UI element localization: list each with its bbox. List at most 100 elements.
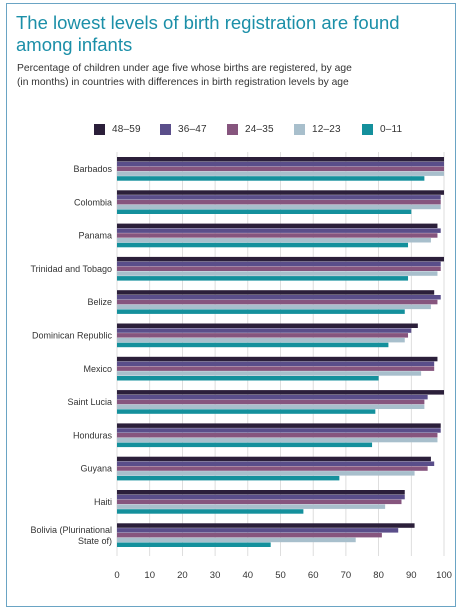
bar-group — [117, 190, 444, 214]
bar-36–47-7 — [117, 394, 428, 400]
bar-24–35-1 — [117, 199, 441, 205]
chart-legend: 48–59 36–47 24–35 12–23 0–11 — [0, 120, 462, 138]
bar-24–35-9 — [117, 466, 428, 471]
legend-item: 48–59 — [94, 120, 141, 138]
bar-24–35-8 — [117, 433, 438, 438]
category-label: Haiti — [94, 497, 112, 507]
bar-24–35-3 — [117, 266, 441, 271]
bar-48–59-10 — [117, 490, 405, 495]
chart-subtitle: Percentage of children under age five wh… — [17, 62, 452, 90]
bar-36–47-1 — [117, 195, 441, 200]
category-label: Bolivia (Plurinational State of) — [30, 525, 112, 546]
bar-group — [117, 290, 441, 314]
legend-swatch — [160, 123, 171, 135]
bar-24–35-6 — [117, 366, 435, 371]
bar-36–47-3 — [117, 261, 441, 267]
category-label-line: Barbados — [73, 164, 112, 174]
bar-12–23-11 — [117, 537, 356, 543]
bar-group — [117, 523, 415, 547]
x-tick-label: 60 — [308, 570, 319, 581]
bar-48–59-7 — [117, 390, 444, 395]
category-label-line: Belize — [87, 297, 112, 307]
x-tick-label: 100 — [436, 570, 452, 581]
bar-48–59-3 — [117, 256, 444, 262]
category-label-line: Saint Lucia — [67, 397, 112, 407]
bar-group — [117, 256, 444, 281]
chart-subtitle-line1: Percentage of children under age five wh… — [17, 63, 352, 74]
bar-36–47-2 — [117, 228, 441, 233]
category-label: Dominican Republic — [32, 331, 113, 341]
bar-48–59-11 — [117, 523, 415, 528]
bar-group — [117, 423, 441, 448]
category-label: Belize — [87, 297, 112, 307]
bar-24–35-11 — [117, 532, 382, 538]
category-label: Saint Lucia — [67, 397, 112, 407]
x-tick-label: 90 — [406, 570, 417, 581]
bar-12–23-7 — [117, 404, 425, 409]
bar-24–35-2 — [117, 233, 438, 238]
category-label: Guyana — [80, 464, 112, 474]
legend-label: 12–23 — [312, 123, 341, 135]
bar-group — [117, 390, 444, 414]
bar-group — [117, 490, 405, 514]
category-label-line: Panama — [78, 231, 112, 241]
legend-item: 24–35 — [227, 120, 274, 138]
bar-36–47-5 — [117, 328, 412, 333]
category-label-line: Mexico — [83, 364, 112, 374]
chart-title: The lowest levels of birth registration … — [16, 12, 446, 56]
category-label: Barbados — [73, 164, 112, 174]
x-tick-label: 20 — [177, 570, 188, 581]
category-label-line: Guyana — [80, 464, 112, 474]
bar-0–11-1 — [117, 209, 412, 214]
bar-24–35-4 — [117, 299, 438, 305]
category-label-line: Bolivia (Plurinational — [30, 525, 112, 535]
chart-title-line1: The lowest levels of birth registration … — [16, 12, 400, 33]
bar-12–23-2 — [117, 238, 431, 243]
bar-48–59-2 — [117, 223, 438, 229]
legend-item: 12–23 — [294, 120, 341, 138]
bar-36–47-8 — [117, 428, 441, 433]
bar-48–59-9 — [117, 456, 431, 462]
legend-label: 24–35 — [245, 123, 274, 135]
legend-label: 0–11 — [380, 123, 403, 135]
bar-0–11-10 — [117, 509, 304, 514]
category-label: Mexico — [83, 364, 112, 374]
bar-36–47-6 — [117, 361, 435, 367]
bar-group — [117, 223, 441, 248]
category-label: Panama — [78, 231, 112, 241]
category-label-line: Honduras — [73, 430, 113, 440]
bar-group — [117, 456, 435, 481]
bar-group — [117, 323, 418, 348]
bar-36–47-0 — [117, 161, 444, 167]
bar-12–23-3 — [117, 271, 438, 276]
bar-24–35-7 — [117, 399, 425, 405]
bar-12–23-5 — [117, 337, 405, 343]
legend-swatch — [227, 123, 238, 135]
bar-36–47-11 — [117, 528, 399, 533]
x-tick-label: 40 — [243, 570, 254, 581]
legend-swatch — [362, 123, 373, 135]
bar-group — [117, 157, 444, 181]
bar-0–11-6 — [117, 376, 379, 381]
bar-48–59-0 — [117, 157, 444, 162]
x-tick-label: 70 — [341, 570, 352, 581]
bar-48–59-6 — [117, 356, 438, 362]
bar-48–59-1 — [117, 190, 444, 195]
category-label-line: Dominican Republic — [32, 331, 113, 341]
bar-36–47-4 — [117, 295, 441, 300]
legend-item: 36–47 — [160, 120, 207, 138]
category-label-line: Colombia — [74, 197, 112, 207]
bar-12–23-6 — [117, 371, 422, 376]
bar-24–35-10 — [117, 499, 402, 505]
bar-0–11-2 — [117, 242, 409, 248]
category-label: Honduras — [73, 430, 113, 440]
legend-label: 48–59 — [112, 123, 141, 135]
legend-label: 36–47 — [178, 123, 207, 135]
bar-0–11-4 — [117, 309, 405, 314]
category-label-line: State of) — [78, 536, 112, 546]
bar-0–11-7 — [117, 409, 376, 414]
x-tick-label: 10 — [144, 570, 155, 581]
x-tick-label: 0 — [114, 570, 119, 581]
chart-subtitle-line2: (in months) in countries with difference… — [17, 77, 349, 88]
